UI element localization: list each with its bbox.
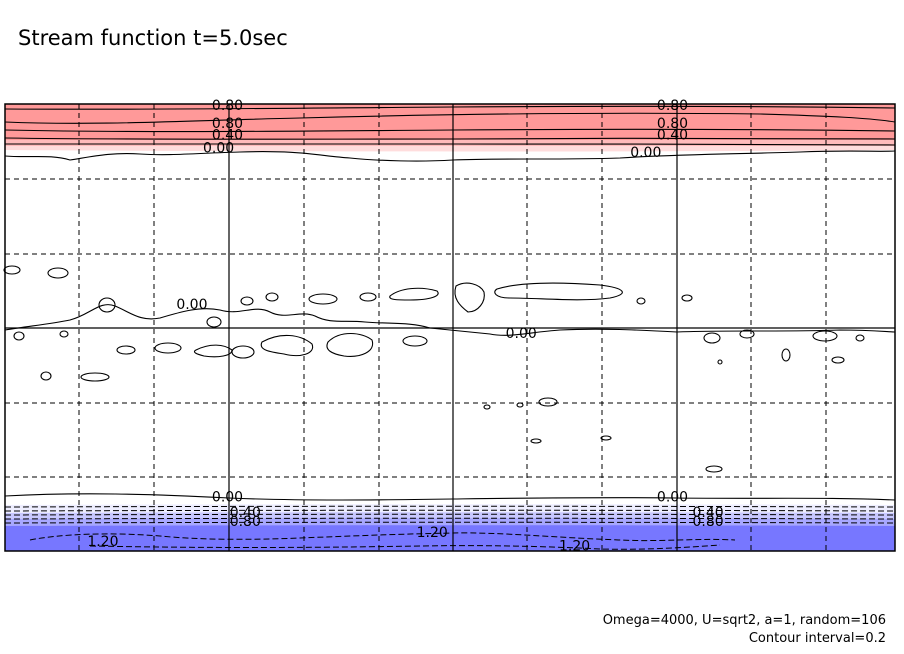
contour-blob-9: [389, 287, 439, 301]
contour-blob-28: [831, 356, 845, 364]
contour-label-7: 0.00: [630, 145, 661, 161]
plot-frame: [4, 103, 896, 552]
contour-blob-23: [703, 332, 721, 344]
contour-bottom-zero: [4, 493, 896, 501]
contour-blob-29: [40, 371, 52, 381]
contour-blob-37: [717, 359, 723, 365]
contour-blob-34: [530, 438, 542, 444]
grid-dashed: [5, 104, 895, 551]
contour-label-5: 0.40: [657, 127, 688, 143]
contour-blob-16: [116, 345, 136, 355]
parameter-note: Omega=4000, U=sqrt2, a=1, random=106: [602, 613, 886, 628]
contour-blob-30: [80, 372, 110, 382]
contour-blob-36: [705, 465, 723, 473]
contour-blob-32: [483, 404, 491, 410]
contour-blob-15: [59, 330, 69, 338]
chart-title: Stream function t=5.0sec: [18, 26, 288, 50]
contour-mid-zero: [4, 304, 896, 336]
contour-blob-35: [600, 435, 612, 441]
contour-top-zero: [4, 150, 896, 162]
negative-fill-band-dark: [5, 525, 895, 551]
contour-blob-24: [739, 329, 755, 339]
contour-blob-17: [154, 342, 182, 354]
contour-blob-13: [681, 294, 693, 302]
contour-blob-14: [13, 331, 25, 341]
contour-neg-1: [4, 505, 896, 508]
contour-label-8: 0.00: [176, 297, 207, 313]
contour-neg-5: [4, 521, 896, 524]
contour-blob-18: [193, 344, 233, 358]
contour-blob-11: [494, 282, 623, 301]
contour-blob-21: [326, 332, 374, 357]
contour-neg-3: [4, 513, 896, 516]
contour-neg-6: [29, 532, 736, 542]
contour-label-13: 0.40: [693, 505, 724, 521]
contour-blob-12: [636, 297, 646, 305]
contour-blob-1: [3, 265, 21, 275]
contour-blob-6: [265, 292, 279, 302]
contour-label-12: 0.40: [230, 505, 261, 521]
contour-blob-33: [516, 402, 524, 408]
contour-blob-2: [47, 267, 69, 279]
contour-blob-19: [231, 345, 255, 359]
negative-fill-region: [5, 504, 895, 551]
contour-label-15: 0.80: [693, 514, 724, 530]
contour-blob-31: [538, 397, 558, 407]
contour-blob-22: [402, 335, 428, 347]
contour-neg-2: [4, 509, 896, 512]
contour-label-17: 1.20: [417, 525, 448, 541]
contour-label-10: 0.00: [212, 489, 243, 505]
contour-blob-26: [855, 334, 865, 342]
contour-label-3: 0.80: [657, 116, 688, 132]
contour-label-0: 0.80: [212, 98, 243, 114]
contour-neg-4: [4, 517, 896, 520]
contour-blob-25: [812, 330, 838, 342]
grid-solid: [5, 104, 895, 551]
contour-neg-7: [89, 544, 721, 550]
contour-top-2: [4, 112, 896, 124]
contour-blob-8: [359, 292, 377, 302]
contour-label-4: 0.40: [212, 127, 243, 143]
bottom-zero-contour: [4, 493, 896, 501]
contour-blob-4: [206, 316, 222, 328]
contour-blob-5: [240, 296, 254, 306]
contour-label-14: 0.80: [230, 514, 261, 530]
contour-label-1: 0.80: [657, 98, 688, 114]
contour-blob-7: [308, 293, 338, 305]
contour-label-11: 0.00: [657, 489, 688, 505]
contour-label-9: 0.00: [506, 326, 537, 342]
contour-label-16: 1.20: [87, 534, 118, 550]
contour-blob-27: [781, 348, 791, 362]
contour-label-18: 1.20: [559, 539, 590, 555]
contour-top-1: [4, 105, 896, 110]
contour-labels: 0.80 0.800.80 0.800.40 0.400.00 0.000.000.00…: [87, 98, 724, 555]
contour-blob-20: [260, 334, 314, 357]
contour-label-2: 0.80: [212, 116, 243, 132]
contour-top-3: [4, 128, 896, 133]
contour-blob-3: [98, 297, 116, 313]
contour-interval-note: Contour interval=0.2: [748, 631, 886, 646]
zero-contours-middle: [3, 265, 896, 473]
contour-top-4: [4, 137, 896, 140]
contour-blob-10: [454, 282, 485, 313]
negative-contours: [4, 505, 896, 550]
contour-label-6: 0.00: [203, 141, 234, 157]
